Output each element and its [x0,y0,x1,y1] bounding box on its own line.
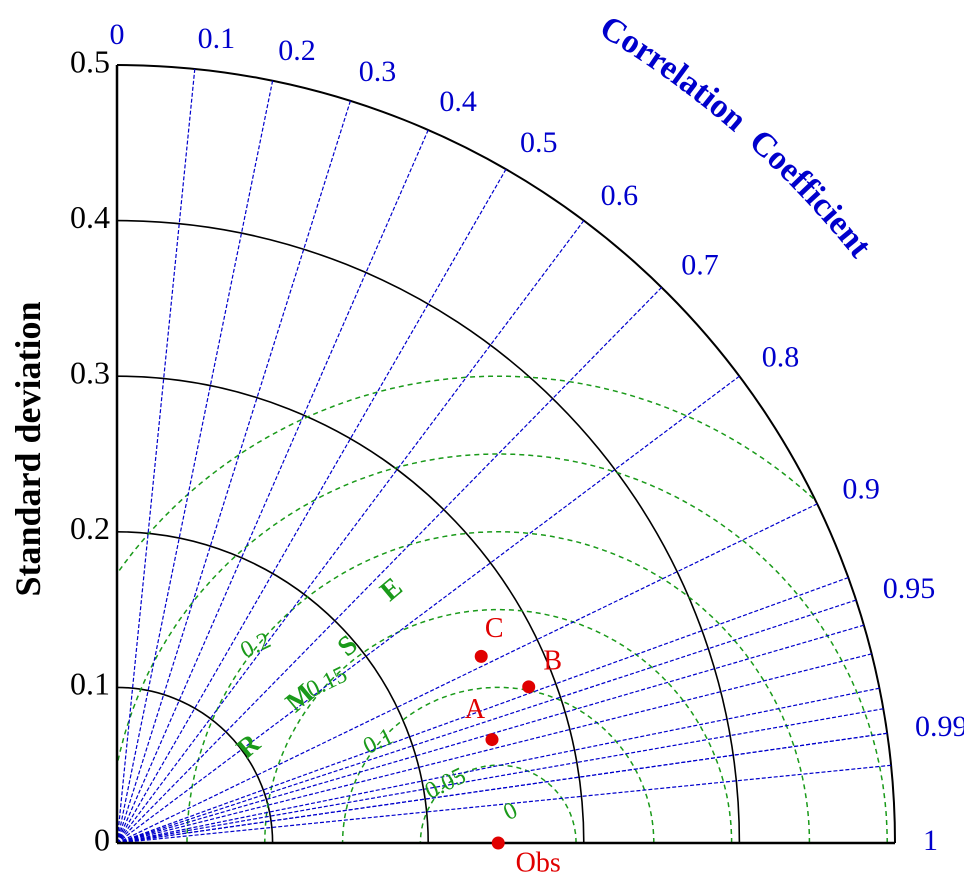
correlation-axis-title: Correlation Coefficient [593,9,878,265]
data-point-c [474,649,488,663]
corr-line-9 [116,599,857,844]
corr-line-12 [116,624,865,844]
corr-tick-label: 0.1 [198,22,236,55]
corr-line-11 [116,577,849,844]
data-point-a [485,733,499,747]
rmse-contours [116,375,888,843]
corr-line-14 [116,687,880,844]
corr-line-17 [116,764,892,844]
corr-line-4 [116,168,507,844]
corr-line-5 [116,220,585,844]
rmse-contour-3 [186,531,811,843]
corr-tick-label: 0.4 [439,85,477,118]
std-arc-2 [116,531,429,844]
corr-line-13 [116,653,872,844]
rmse-zero-label: 0 [499,797,521,826]
std-arc-3 [116,375,585,844]
std-arc-4 [116,219,741,844]
reference-point-obs [491,836,505,850]
corr-tick-label: 0.3 [359,55,397,88]
corr-tick-label: 0.95 [883,572,936,605]
data-point-label-c: C [485,613,504,644]
std-tick-label: 0.4 [70,199,110,235]
rmse-contour-extra-0 [116,453,888,843]
corr-tick-label: 0.2 [278,34,316,67]
correlation-axis-label: Correlation Coefficient [593,9,878,265]
corr-tick-label: 0 [110,18,125,51]
data-point-b [522,680,536,694]
corr-tick-label: 0.8 [762,340,800,373]
corr-title-textpath: Correlation Coefficient [593,9,878,265]
rmse-contour-2 [264,608,733,843]
rmse-level-label: 0.2 [237,628,275,665]
corr-tick-label: 0.7 [681,248,719,281]
rmse-contour-1 [341,686,655,843]
std-arc-1 [116,686,274,844]
corr-line-6 [116,286,663,844]
rmse-contour-0 [419,764,577,843]
std-tick-label: 0 [94,821,110,857]
correlation-lines [116,68,892,844]
corr-tick-label: 0.5 [520,126,558,159]
rmse-level-label: 0.05 [421,763,470,805]
std-arc-5 [116,64,896,844]
corr-line-0 [116,68,196,844]
corr-tick-label: 0.99 [915,710,964,743]
corr-line-2 [116,100,351,844]
corr-line-15 [116,708,884,844]
corr-line-1 [116,80,274,844]
data-point-label-a: A [465,694,486,725]
reference-label-obs: Obs [516,847,561,878]
corr-line-16 [116,732,888,844]
data-point-label-b: B [543,645,562,676]
std-tick-label: 0.3 [70,355,110,391]
rmse-contour-extra-1 [118,375,814,572]
y-axis-label: Standard deviation [8,301,48,596]
std-tick-label: 0.1 [70,666,110,702]
corr-line-7 [116,375,740,844]
corr-line-8 [116,503,818,844]
std-arcs [116,64,896,844]
std-tick-label: 0.2 [70,510,110,546]
data-points: Obs A B C [465,613,562,879]
rmse-label-letter: E [374,572,408,608]
corr-tick-label: 0.6 [601,179,639,212]
std-tick-label: 0.5 [70,43,110,79]
corr-tick-label: 0.9 [842,473,880,506]
corr-tick-label: 1 [923,824,938,857]
axes [115,65,895,845]
corr-line-3 [116,129,429,844]
rmse-label-letter: R [231,728,267,765]
